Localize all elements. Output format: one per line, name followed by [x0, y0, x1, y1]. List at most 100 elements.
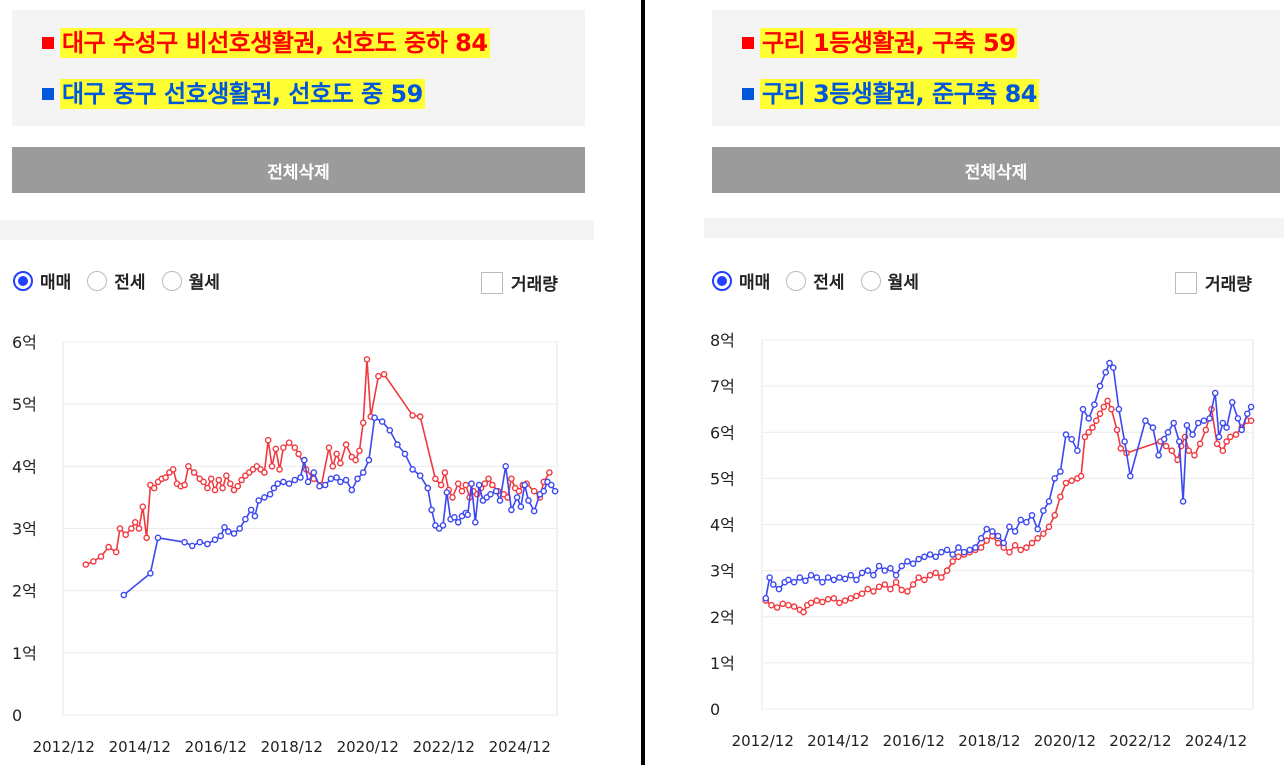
- y-tick-label: 0: [710, 700, 720, 719]
- data-point: [1085, 415, 1093, 422]
- data-point: [921, 553, 928, 561]
- data-point: [517, 503, 525, 511]
- data-point: [515, 487, 523, 495]
- radio-jeonse[interactable]: [87, 270, 108, 291]
- delete-all-button[interactable]: 전체삭제: [712, 147, 1280, 193]
- x-tick-label: 2024/12: [489, 738, 551, 756]
- radio-sale[interactable]: [712, 270, 732, 291]
- data-point: [1244, 410, 1251, 418]
- data-point: [380, 370, 388, 378]
- radio-jeonse[interactable]: [786, 270, 807, 291]
- data-point: [475, 481, 483, 489]
- data-point: [375, 372, 382, 380]
- data-point: [162, 474, 169, 481]
- radio-jeonse-label: 전세: [813, 273, 845, 293]
- data-point: [1175, 438, 1183, 445]
- data-point: [1170, 419, 1178, 427]
- data-point: [836, 574, 843, 581]
- data-point: [921, 576, 928, 584]
- data-point: [1174, 456, 1181, 464]
- x-tick-label: 2012/12: [732, 732, 794, 750]
- data-point: [1113, 426, 1121, 434]
- data-point: [128, 525, 135, 532]
- data-point: [230, 486, 238, 494]
- legend-color-swatch: [742, 37, 754, 49]
- data-point: [1051, 512, 1059, 519]
- data-point: [139, 503, 147, 511]
- data-point: [1234, 415, 1242, 422]
- data-point: [994, 539, 1002, 547]
- radio-monthly-rent-label: 월세: [188, 273, 220, 293]
- data-point: [365, 456, 373, 464]
- data-point: [143, 534, 150, 542]
- y-tick-label: 2억: [710, 608, 735, 627]
- data-point: [1057, 493, 1064, 501]
- data-point: [394, 441, 401, 448]
- data-point: [824, 574, 832, 581]
- data-point: [955, 544, 962, 551]
- y-tick-label: 7억: [710, 377, 735, 396]
- radio-sale[interactable]: [13, 270, 33, 291]
- data-point: [1189, 431, 1196, 438]
- data-point: [904, 588, 911, 595]
- data-point: [870, 588, 877, 595]
- data-point: [471, 519, 479, 526]
- data-point: [1096, 382, 1104, 390]
- data-point: [221, 524, 228, 531]
- data-point: [1183, 421, 1191, 429]
- data-point: [496, 497, 504, 504]
- data-point: [1011, 542, 1019, 549]
- data-point: [150, 484, 158, 492]
- data-point: [773, 604, 781, 611]
- y-tick-label: 6억: [12, 333, 37, 352]
- data-point: [892, 578, 900, 586]
- data-point: [223, 472, 230, 480]
- data-point: [196, 538, 204, 546]
- data-point: [356, 447, 363, 455]
- data-point: [770, 581, 777, 588]
- data-point: [354, 475, 361, 483]
- data-point: [247, 506, 255, 514]
- data-point: [1238, 426, 1246, 434]
- data-point: [329, 462, 337, 470]
- data-point: [785, 576, 792, 584]
- x-tick-label: 2022/12: [1109, 732, 1171, 750]
- trade-type-radio-group: 매매 전세 월세: [712, 268, 935, 293]
- data-point: [181, 538, 188, 546]
- data-point: [441, 469, 449, 476]
- data-point: [449, 494, 456, 501]
- data-point: [530, 507, 538, 515]
- data-point: [487, 490, 494, 498]
- volume-checkbox[interactable]: [481, 271, 503, 294]
- data-point: [853, 592, 860, 600]
- data-point: [1126, 472, 1134, 480]
- data-point: [915, 574, 922, 581]
- legend-label: 구리 1등생활권, 구축 59: [760, 28, 1018, 58]
- volume-checkbox[interactable]: [1175, 271, 1197, 294]
- data-point: [424, 484, 432, 492]
- data-point: [342, 441, 350, 448]
- radio-monthly-rent[interactable]: [860, 270, 881, 291]
- x-tick-label: 2020/12: [1034, 732, 1096, 750]
- data-point: [1219, 419, 1227, 427]
- radio-monthly-rent[interactable]: [161, 270, 182, 291]
- data-point: [1142, 417, 1149, 425]
- legend-item: 구리 3등생활권, 준구축 84: [742, 79, 1040, 109]
- data-point: [1011, 528, 1019, 535]
- data-point: [847, 571, 855, 579]
- red-series: [762, 397, 1255, 616]
- data-point: [352, 456, 359, 464]
- data-point: [211, 486, 219, 494]
- x-tick-label: 2018/12: [958, 732, 1020, 750]
- data-point: [1023, 544, 1030, 551]
- data-point: [371, 414, 378, 422]
- data-point: [462, 481, 470, 489]
- data-point: [768, 601, 775, 609]
- data-point: [236, 525, 243, 532]
- data-point: [409, 412, 416, 419]
- data-point: [881, 581, 889, 588]
- data-point: [122, 531, 129, 539]
- delete-all-button[interactable]: 전체삭제: [12, 147, 585, 193]
- data-point: [841, 597, 849, 604]
- data-point: [439, 522, 447, 529]
